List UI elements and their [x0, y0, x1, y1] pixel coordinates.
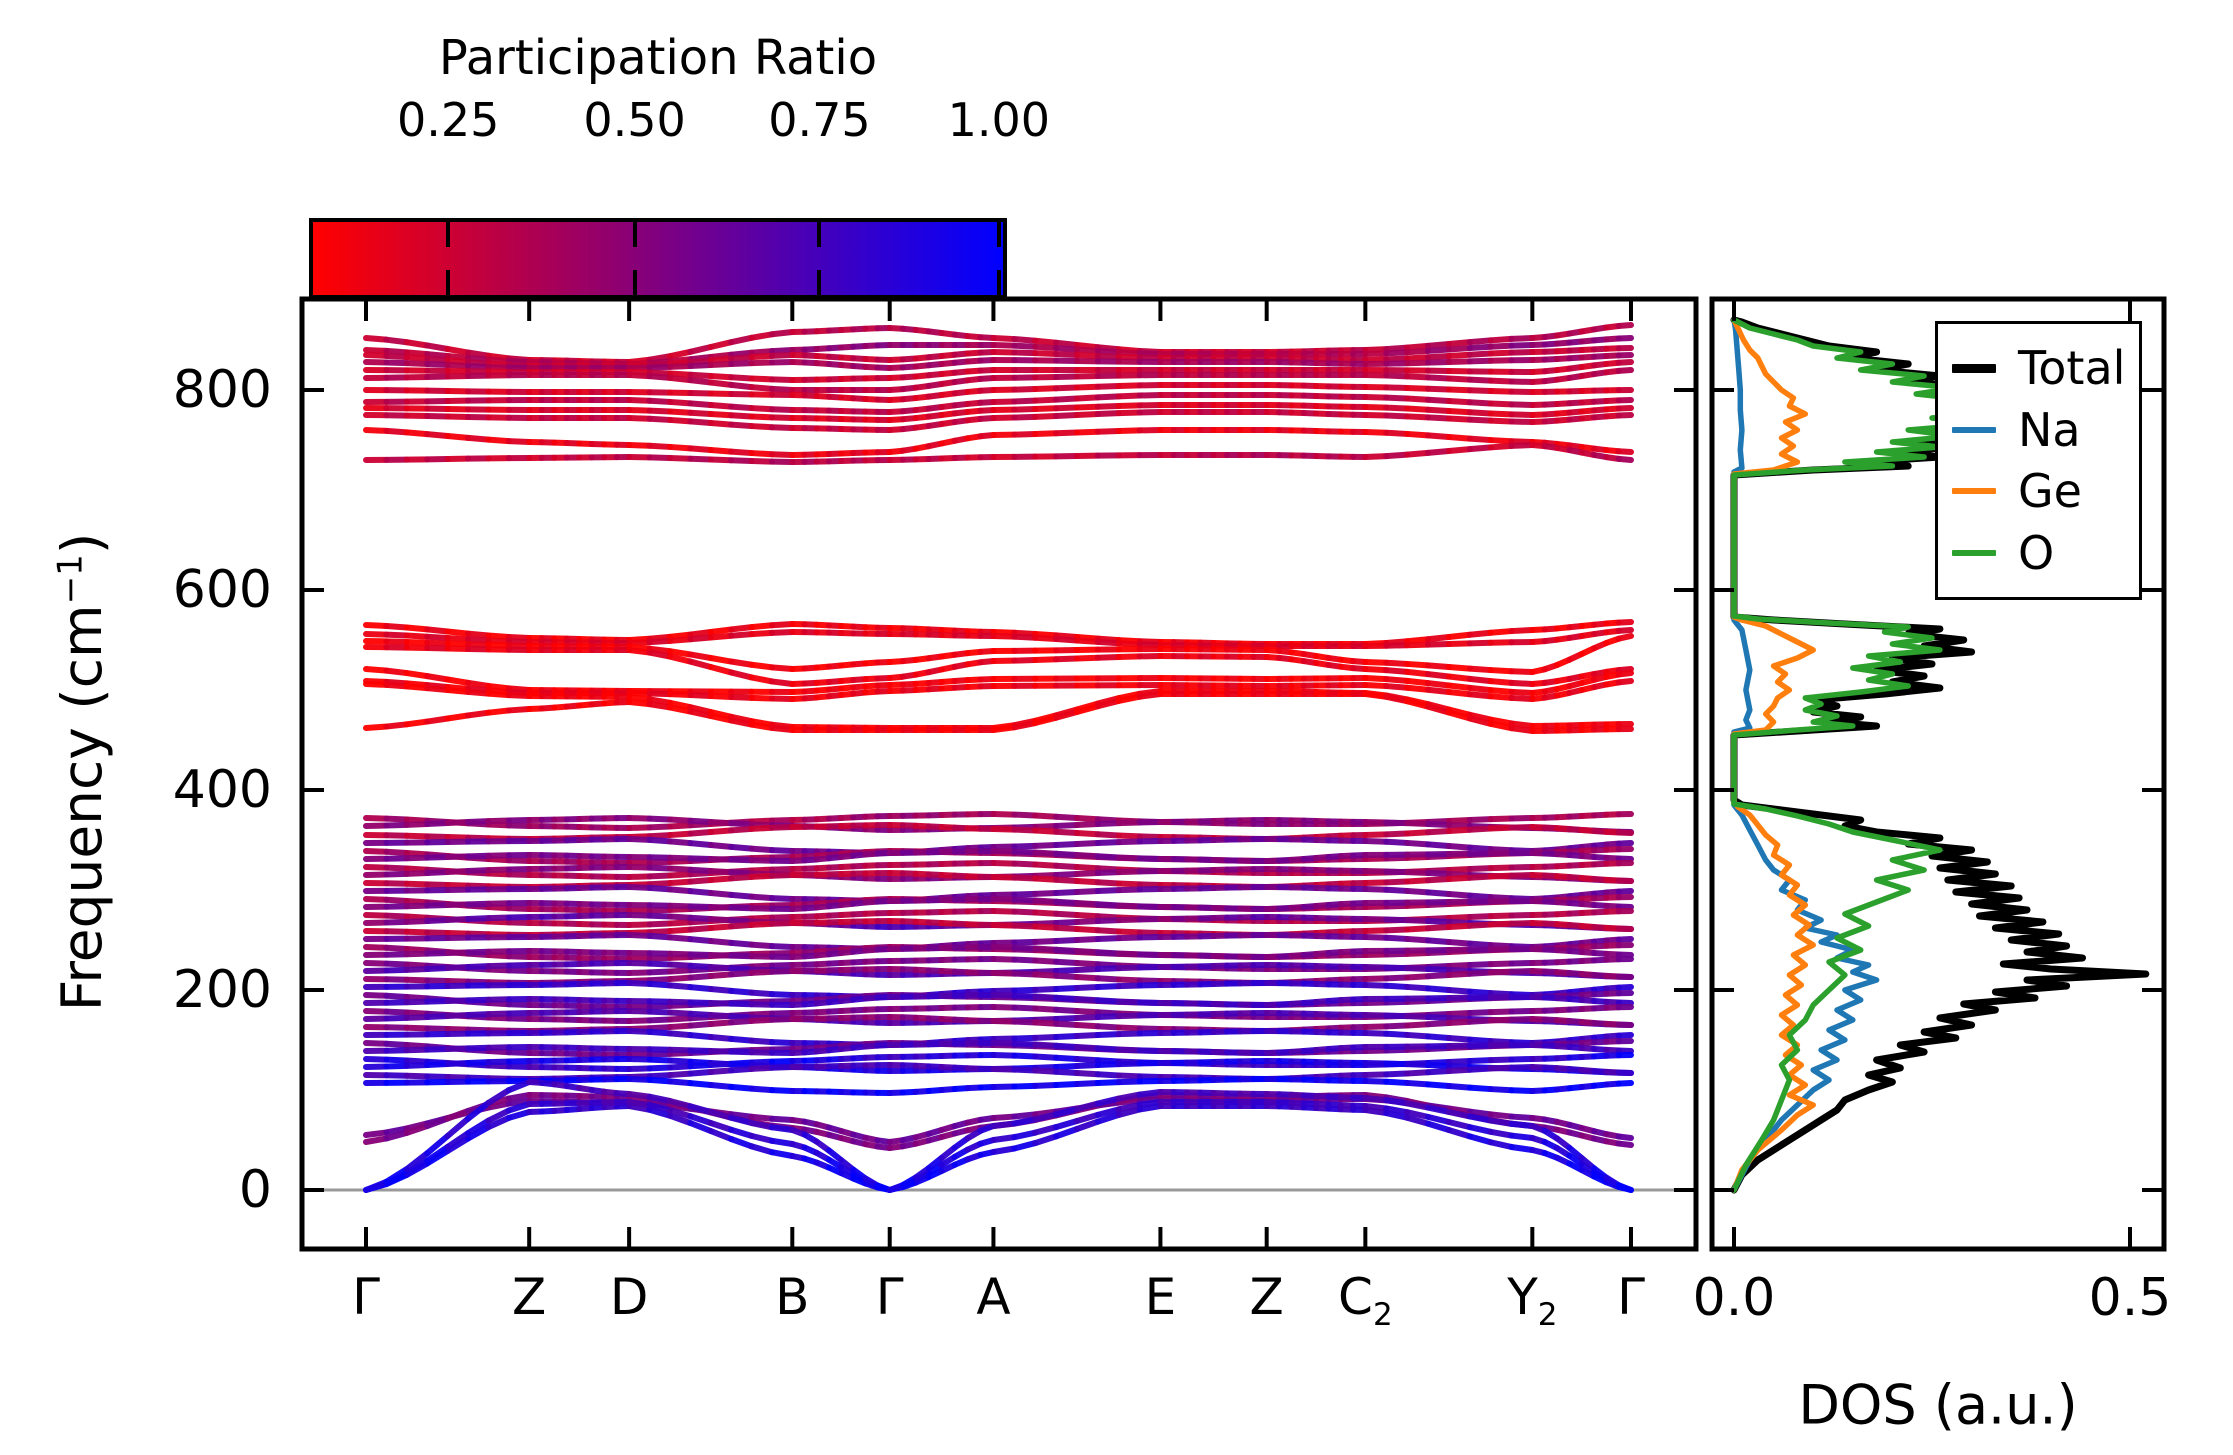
colorbar-tick-label: 1.00 [947, 93, 1051, 147]
colorbar-tick [446, 270, 451, 295]
colorbar-tick-label: 0.50 [583, 93, 686, 147]
colorbar-tick [817, 270, 822, 295]
colorbar-tick [996, 270, 1001, 295]
y-axis-label-close: ) [50, 532, 114, 555]
legend-label: O [2018, 525, 2055, 580]
colorbar-tick-label: 0.75 [768, 93, 871, 147]
participation-colorbar [309, 218, 1007, 299]
kpoint-tick-label: Γ [352, 1268, 380, 1333]
kpoint-tick-label: Y2 [1507, 1268, 1557, 1333]
kpoint-tick-label: Z [1250, 1268, 1284, 1333]
dos-tick-label: 0.5 [2088, 1268, 2172, 1328]
legend-label: Ge [2018, 464, 2082, 519]
dos-tick-label: 0.0 [1692, 1268, 1776, 1328]
kpoint-subscript: 2 [1372, 1297, 1393, 1333]
colorbar-tick [446, 222, 451, 247]
kpoint-symbol: Z [512, 1268, 547, 1326]
legend-row: Ge [1952, 468, 2125, 514]
kpoint-symbol: B [775, 1268, 810, 1326]
kpoint-tick-label: D [610, 1268, 649, 1333]
kpoint-tick-label: E [1145, 1268, 1177, 1333]
legend-label: Na [2018, 402, 2081, 457]
dos-legend: Total Na Ge O [1935, 321, 2142, 600]
kpoint-symbol: A [976, 1268, 1011, 1326]
kpoint-symbol: Γ [1617, 1268, 1645, 1326]
kpoint-tick-label: Γ [1617, 1268, 1645, 1333]
dos-curve-na [1731, 317, 1880, 1193]
frequency-tick-label: 600 [172, 560, 272, 620]
colorbar-tick [632, 222, 637, 247]
kpoint-subscript: 2 [1537, 1297, 1558, 1333]
kpoint-symbol: Y [1507, 1268, 1538, 1326]
kpoint-tick-label: A [976, 1268, 1010, 1333]
legend-row: Total [1952, 345, 2125, 391]
legend-swatch-ge [1952, 488, 1996, 495]
dos-curve-ge [1731, 317, 1816, 1193]
kpoint-tick-label: Γ [876, 1268, 904, 1333]
legend-swatch-o [1952, 549, 1996, 556]
kpoint-symbol: D [609, 1268, 649, 1326]
colorbar-title: Participation Ratio [438, 30, 878, 86]
phonon-bands [363, 322, 1634, 1193]
colorbar-tick [817, 222, 822, 247]
colorbar-tick [996, 222, 1001, 247]
band-axes-frame [299, 296, 1699, 1252]
legend-swatch-total [1952, 363, 1996, 373]
dos-axis-label: DOS (a.u.) [1798, 1373, 2078, 1437]
dos-axes-frame [1709, 296, 2167, 1252]
kpoint-symbol: E [1144, 1268, 1177, 1326]
kpoint-symbol: Z [1249, 1268, 1284, 1326]
legend-row: Na [1952, 407, 2125, 453]
legend-label: Total [2018, 341, 2126, 396]
kpoint-symbol: Γ [875, 1268, 904, 1326]
legend-row: O [1952, 530, 2125, 576]
colorbar-tick-label: 0.25 [397, 93, 500, 147]
frequency-tick-label: 800 [172, 360, 272, 420]
frequency-tick-label: 0 [238, 1160, 272, 1220]
kpoint-tick-label: B [775, 1268, 809, 1333]
frequency-tick-label: 200 [172, 960, 272, 1020]
kpoint-symbol: Γ [352, 1268, 380, 1326]
frequency-tick-label: 400 [172, 760, 272, 820]
colorbar-tick [632, 270, 637, 295]
kpoint-symbol: C [1338, 1268, 1373, 1326]
legend-swatch-na [1952, 426, 1996, 433]
kpoint-tick-label: Z [512, 1268, 546, 1333]
kpoint-tick-label: C2 [1338, 1268, 1393, 1333]
